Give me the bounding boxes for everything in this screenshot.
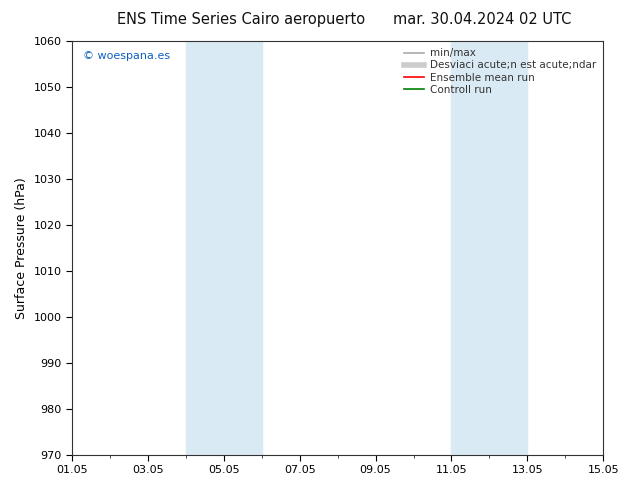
Text: ENS Time Series Cairo aeropuerto: ENS Time Series Cairo aeropuerto bbox=[117, 12, 365, 27]
Y-axis label: Surface Pressure (hPa): Surface Pressure (hPa) bbox=[15, 177, 28, 318]
Legend: min/max, Desviaci acute;n est acute;ndar, Ensemble mean run, Controll run: min/max, Desviaci acute;n est acute;ndar… bbox=[399, 44, 600, 99]
Bar bbox=[451, 41, 527, 455]
Text: © woespana.es: © woespana.es bbox=[82, 51, 170, 61]
Bar bbox=[186, 41, 262, 455]
Text: mar. 30.04.2024 02 UTC: mar. 30.04.2024 02 UTC bbox=[392, 12, 571, 27]
